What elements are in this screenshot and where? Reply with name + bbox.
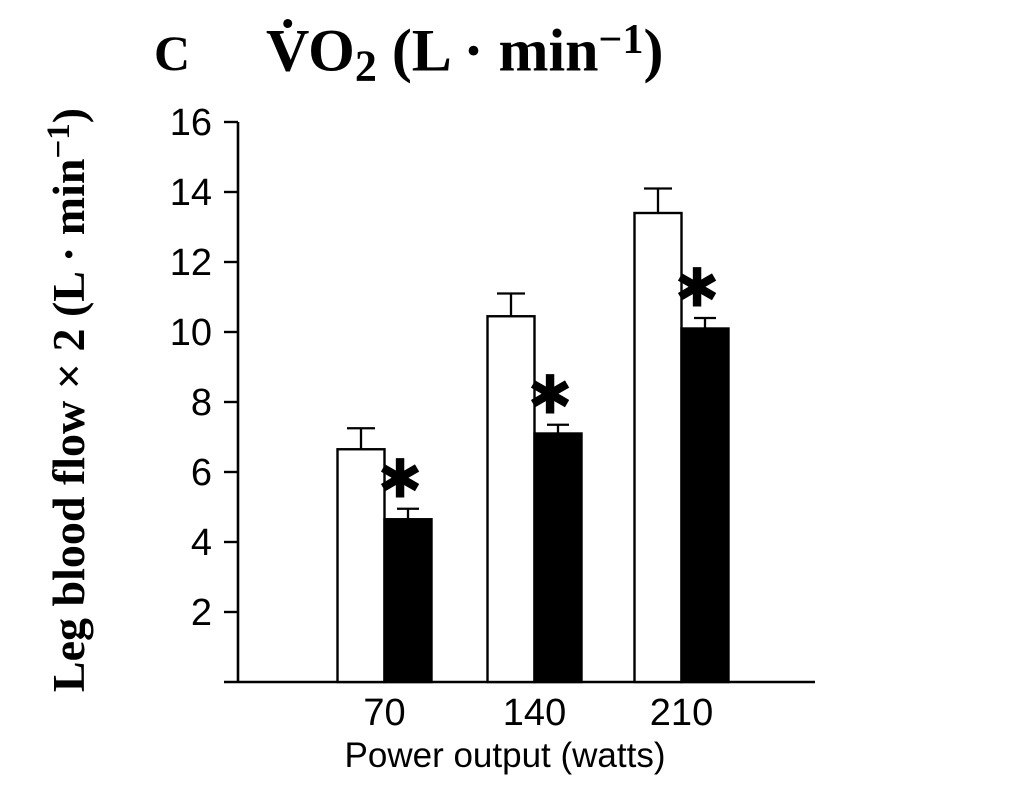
chart-title-superscript: −1 xyxy=(598,17,644,63)
y-tick-label-14: 14 xyxy=(170,172,212,214)
y-tick-label-6: 6 xyxy=(191,452,212,494)
bar-filled-bars-210 xyxy=(680,327,730,684)
y-tick-label-10: 10 xyxy=(170,312,212,354)
significance-asterisk-140: ✱ xyxy=(527,363,572,426)
chart-title: V̇O2 (L · min−1) xyxy=(266,16,663,91)
bar-filled-bars-140 xyxy=(533,432,583,684)
significance-asterisk-210: ✱ xyxy=(674,257,719,320)
chart-title-main: V̇O xyxy=(266,17,355,84)
x-tick-label-210: 210 xyxy=(650,692,713,734)
x-axis-title: Power output (watts) xyxy=(345,736,666,775)
significance-asterisk-70: ✱ xyxy=(377,447,422,510)
bar-filled-bars-70 xyxy=(383,518,433,684)
y-tick-label-12: 12 xyxy=(170,242,212,284)
y-tick-label-16: 16 xyxy=(170,102,212,144)
y-tick-label-8: 8 xyxy=(191,382,212,424)
chart-title-units: (L · min xyxy=(376,17,599,84)
y-tick-label-2: 2 xyxy=(191,592,212,634)
y-tick-label-4: 4 xyxy=(191,522,212,564)
x-tick-label-70: 70 xyxy=(363,692,405,734)
chart-title-close: ) xyxy=(643,17,664,84)
panel-label: C xyxy=(154,25,191,81)
y-axis-title: Leg blood flow × 2 (L · min−1) xyxy=(41,108,94,692)
chart-title-subscript: 2 xyxy=(354,41,377,91)
x-tick-label-140: 140 xyxy=(503,692,566,734)
